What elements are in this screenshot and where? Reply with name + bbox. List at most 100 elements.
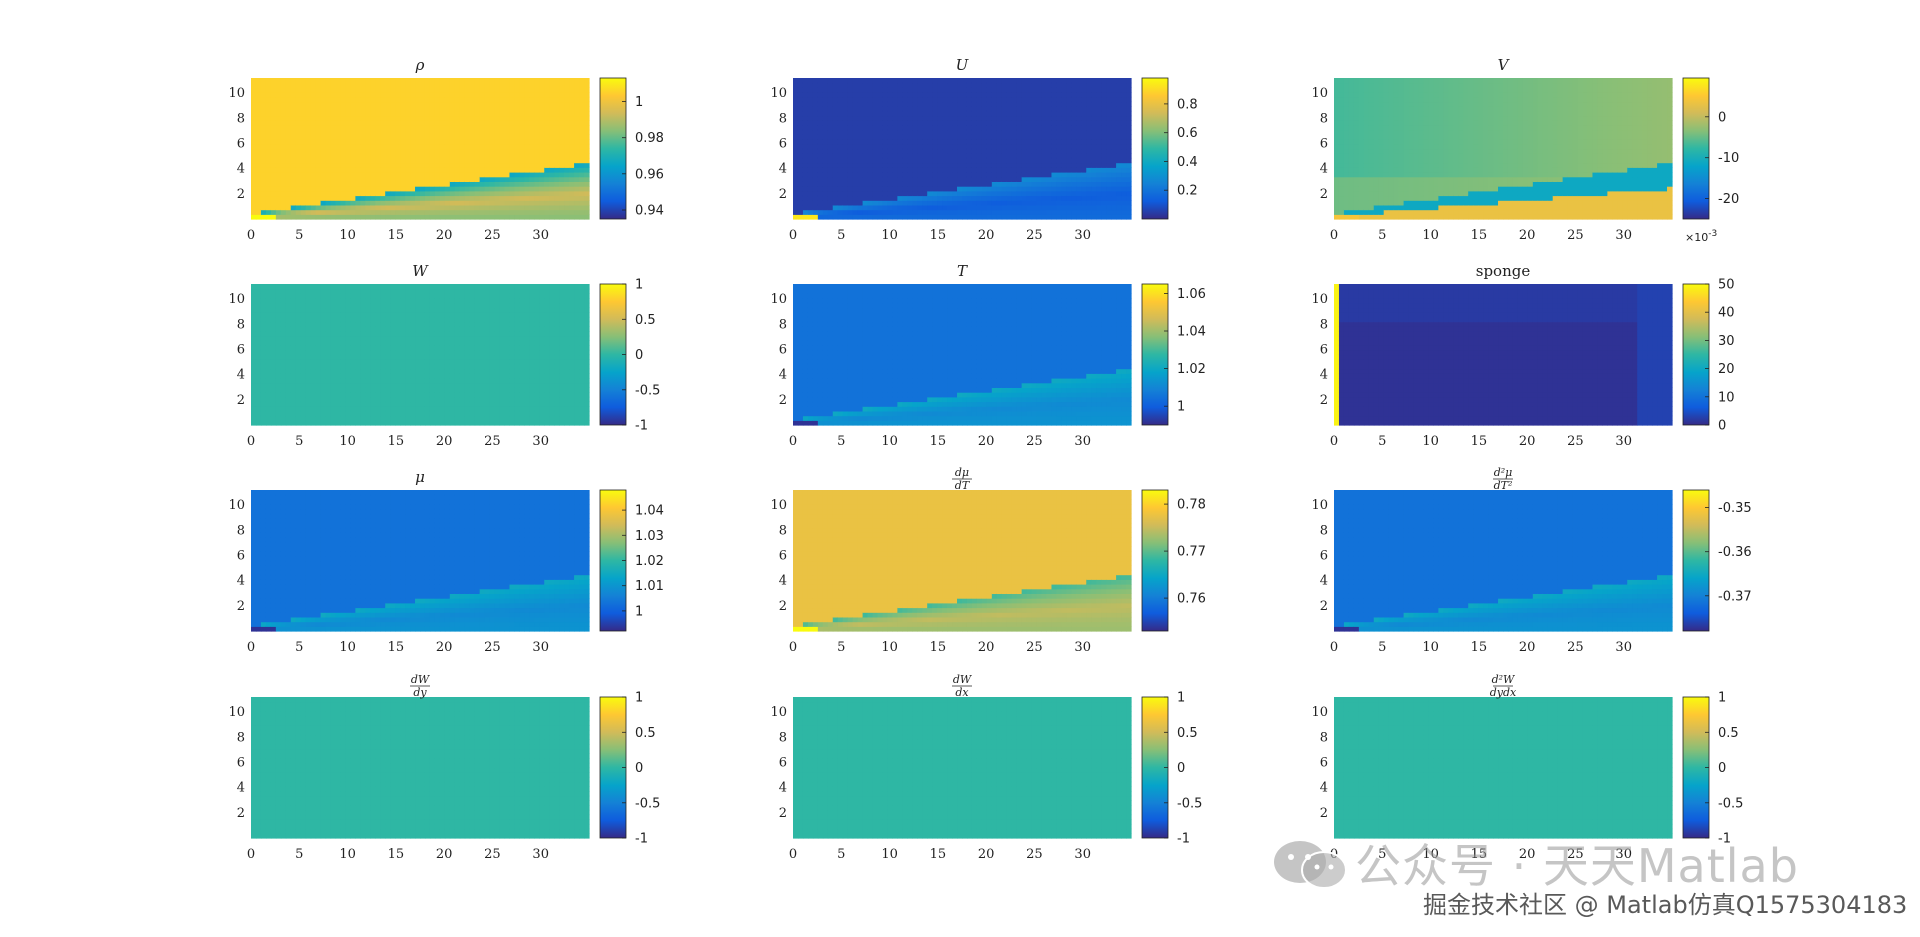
heatmap-cell [559,87,565,93]
heatmap-cell [947,110,953,117]
heatmap-cell [877,167,884,173]
heatmap-cell [1056,115,1063,121]
heatmap-cell [390,181,396,187]
heatmap-cell [260,87,267,93]
heatmap-cell [1106,176,1112,182]
heatmap-cell [793,101,799,107]
heatmap-cell [1101,87,1107,93]
heatmap-cell [797,162,804,168]
heatmap-cell [971,209,978,215]
heatmap-cell [539,190,545,197]
heatmap-cell [852,204,859,211]
heatmap-cell [817,204,824,211]
heatmap-cell [370,181,376,187]
heatmap-cell [494,186,501,192]
heatmap-cell [986,195,993,201]
heatmap-cell [1353,92,1360,98]
heatmap-cell [1353,134,1360,140]
heatmap-cell [1348,106,1355,112]
heatmap-cell [464,134,471,140]
heatmap-cell [474,214,481,220]
heatmap-cell [415,157,421,164]
heatmap-cell [1101,106,1107,112]
heatmap-cell [285,190,292,197]
heatmap-cell [335,92,342,98]
heatmap-cell [1056,87,1063,93]
heatmap-cell [1418,214,1425,220]
heatmap-cell [1398,148,1405,154]
heatmap-cell [405,87,411,93]
heatmap-cell [857,204,864,211]
heatmap-cell [524,181,530,187]
heatmap-cell [539,157,545,164]
heatmap-cell [1081,209,1087,215]
heatmap-cell [1343,176,1350,182]
heatmap-cell [280,176,287,182]
heatmap-cell [1101,157,1107,164]
heatmap-cell [579,190,585,197]
heatmap-cell [320,176,327,182]
heatmap-cell [1021,115,1028,121]
heatmap-cell [275,106,282,112]
heatmap-cell [1413,120,1420,126]
heatmap-cell [971,87,978,93]
heatmap-cell [305,92,312,98]
heatmap-cell [1343,106,1350,112]
heatmap-cell [1086,82,1092,88]
heatmap-cell [1026,87,1033,93]
heatmap-cell [937,157,943,164]
heatmap-cell [519,181,525,187]
heatmap-cell [966,209,973,215]
heatmap-cell [340,120,347,126]
heatmap-cell [1398,106,1405,112]
heatmap-cell [793,92,799,98]
heatmap-cell [519,209,525,215]
heatmap-cell [986,186,993,192]
heatmap-cell [390,129,396,135]
heatmap-cell [395,157,401,164]
heatmap-cell [415,92,421,98]
heatmap-cell [270,195,277,201]
heatmap-cell [842,190,849,197]
heatmap-cell [564,82,570,88]
heatmap-cell [285,82,292,88]
heatmap-cell [429,186,436,192]
heatmap-cell [1428,106,1435,112]
heatmap-cell [290,106,297,112]
heatmap-cell [1011,195,1018,201]
heatmap-cell [255,87,262,93]
heatmap-cell [1368,176,1375,182]
heatmap-cell [897,162,903,168]
heatmap-cell [917,209,923,215]
heatmap-cell [251,181,257,187]
heatmap-cell [1463,92,1469,98]
heatmap-cell [390,153,396,159]
heatmap-cell [534,167,540,173]
heatmap-cell [892,157,898,164]
heatmap-cell [1388,125,1395,131]
heatmap-cell [549,120,555,126]
heatmap-cell [325,92,332,98]
heatmap-cell [1036,153,1043,159]
heatmap-cell [529,172,535,178]
heatmap-cell [1021,176,1028,182]
heatmap-cell [380,200,386,206]
heatmap-cell [1433,96,1439,103]
heatmap-cell [360,82,366,88]
heatmap-cell [584,96,590,103]
heatmap-cell [390,101,396,107]
heatmap-cell [1056,214,1063,220]
heatmap-cell [1066,92,1072,98]
heatmap-cell [499,214,506,220]
heatmap-cell [1001,153,1008,159]
heatmap-cell [1021,148,1028,154]
heatmap-cell [1056,139,1063,145]
heatmap-cell [1418,96,1425,103]
heatmap-cell [569,134,575,140]
heatmap-cell [514,209,521,215]
heatmap-cell [340,110,347,117]
heatmap-cell [514,172,521,178]
heatmap-cell [270,92,277,98]
heatmap-cell [365,134,371,140]
heatmap-cell [434,134,441,140]
